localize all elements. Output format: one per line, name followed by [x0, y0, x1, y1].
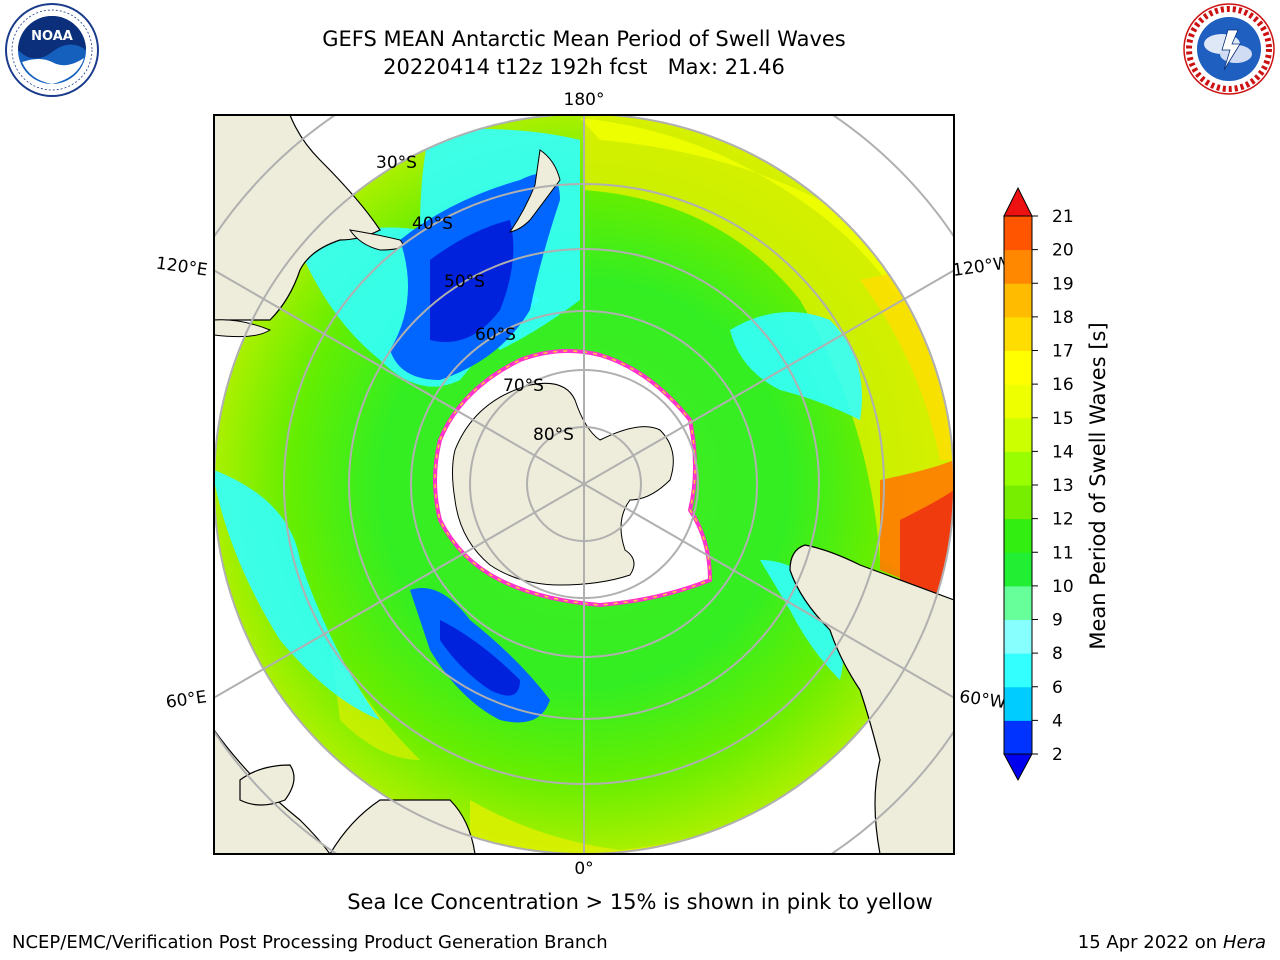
colorbar-tick-label: 4 [1052, 711, 1063, 731]
footer-date-text: 15 Apr 2022 on [1077, 932, 1223, 953]
colorbar-segment [1004, 216, 1032, 251]
noaa-logo-icon: NOAA [5, 3, 99, 97]
colorbar-tick-label: 12 [1052, 510, 1074, 530]
footer-host: Hera [1222, 932, 1266, 953]
lon-label-60e: 60°E [165, 687, 208, 712]
sea-ice-caption: Sea Ice Concentration > 15% is shown in … [347, 890, 933, 914]
lat-label-60s: 60°S [475, 325, 516, 345]
colorbar-segment [1004, 585, 1032, 620]
colorbar-segment [1004, 720, 1032, 755]
lon-label-180: 180° [564, 90, 605, 110]
colorbar: 2 4 6 8 9 10 11 12 13 14 15 16 17 18 19 20 21 [1003, 186, 1074, 782]
colorbar-tick-label: 15 [1052, 409, 1074, 429]
colorbar-tick-label: 9 [1052, 611, 1063, 631]
colorbar-segment [1004, 283, 1032, 318]
colorbar-tick-label: 6 [1052, 678, 1063, 698]
colorbar-tick-label: 10 [1052, 577, 1074, 597]
nws-logo-icon [1183, 3, 1275, 95]
colorbar-tick-label: 2 [1052, 745, 1063, 765]
colorbar-segment [1004, 384, 1032, 419]
africa-landmass [214, 728, 331, 854]
colorbar-segment [1004, 619, 1032, 654]
chart-title: GEFS MEAN Antarctic Mean Period of Swell… [322, 27, 846, 51]
colorbar-over-arrow [1003, 186, 1033, 217]
colorbar-tick-label: 17 [1052, 342, 1074, 362]
colorbar-tick-label: 21 [1052, 207, 1074, 227]
colorbar-label: Mean Period of Swell Waves [s] [1086, 322, 1110, 649]
south-america-landmass [789, 544, 954, 854]
colorbar-tick-label: 14 [1052, 442, 1074, 462]
colorbar-segment [1004, 316, 1032, 351]
lat-label-70s: 70°S [503, 376, 544, 396]
lon-label-120e: 120°E [155, 254, 209, 281]
colorbar-tick-label: 20 [1052, 241, 1074, 261]
colorbar-segment [1004, 518, 1032, 553]
colorbar-tick-label: 8 [1052, 644, 1063, 664]
colorbar-under-arrow [1003, 753, 1033, 782]
madagascar-landmass [239, 764, 295, 806]
map-area [214, 115, 954, 854]
lat-label-30s: 30°S [376, 153, 417, 173]
lon-label-120w: 120°W [951, 253, 1011, 281]
footer-date: 15 Apr 2022 on Hera [1078, 932, 1266, 953]
graticule [214, 115, 954, 854]
colorbar-segment [1004, 653, 1032, 688]
colorbar-segment [1004, 249, 1032, 284]
lon-label-0: 0° [574, 859, 593, 879]
lat-label-50s: 50°S [444, 272, 485, 292]
colorbar-tick-label: 16 [1052, 375, 1074, 395]
chart-subtitle: 20220414 t12z 192h fcst Max: 21.46 [383, 55, 785, 79]
colorbar-segment [1004, 451, 1032, 486]
noaa-logo-text: NOAA [31, 29, 73, 44]
footer-credit: NCEP/EMC/Verification Post Processing Pr… [12, 932, 608, 953]
colorbar-tick-label: 18 [1052, 308, 1074, 328]
colorbar-segment [1004, 485, 1032, 520]
colorbar-segment [1004, 350, 1032, 385]
colorbar-segment [1004, 552, 1032, 587]
lat-label-80s: 80°S [533, 425, 574, 445]
colorbar-tick-label: 19 [1052, 274, 1074, 294]
lat-label-40s: 40°S [412, 214, 453, 234]
lon-label-60w: 60°W [958, 687, 1007, 713]
colorbar-tick-label: 11 [1052, 543, 1074, 563]
colorbar-tick-label: 13 [1052, 476, 1074, 496]
map-frame [213, 114, 955, 855]
colorbar-segment [1004, 417, 1032, 452]
colorbar-segment [1004, 686, 1032, 721]
